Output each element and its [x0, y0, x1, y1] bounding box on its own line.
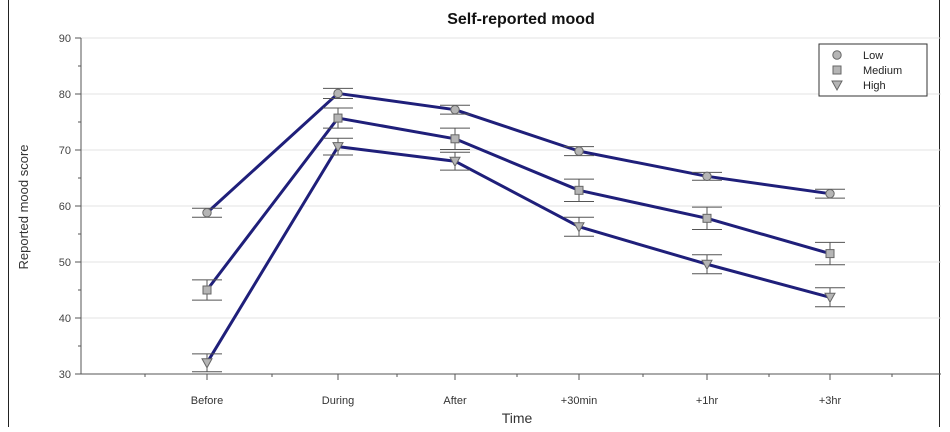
y-tick-label: 30 — [59, 369, 71, 381]
data-point — [203, 209, 211, 217]
chart-frame: Self-reported mood Reported mood score T… — [8, 0, 940, 427]
legend-marker — [833, 51, 841, 59]
data-point — [451, 105, 459, 113]
mood-line-chart: Self-reported mood Reported mood score T… — [9, 0, 941, 427]
legend-label: Medium — [863, 65, 902, 77]
data-point — [575, 147, 583, 155]
x-tick-label: +3hr — [819, 395, 842, 407]
legend-label: High — [863, 80, 886, 92]
data-point — [826, 250, 834, 258]
x-tick-label: Before — [191, 395, 223, 407]
series-line-medium — [207, 118, 830, 290]
y-tick-label: 80 — [59, 89, 71, 101]
series-high — [192, 138, 845, 372]
data-point — [575, 186, 583, 194]
data-point — [334, 89, 342, 97]
data-point — [203, 286, 211, 294]
x-axis-label: Time — [502, 410, 533, 426]
y-tick-label: 90 — [59, 33, 71, 45]
y-tick-label: 40 — [59, 313, 71, 325]
data-point — [451, 135, 459, 143]
y-tick-label: 50 — [59, 257, 71, 269]
data-point — [334, 114, 342, 122]
x-tick-label: +30min — [561, 395, 597, 407]
y-tick-label: 60 — [59, 201, 71, 213]
y-axis-label: Reported mood score — [16, 144, 31, 269]
grid-lines — [81, 38, 941, 318]
legend-marker — [833, 66, 841, 74]
chart-title: Self-reported mood — [447, 11, 595, 28]
x-tick-label: During — [322, 395, 354, 407]
data-point — [202, 359, 212, 368]
series-low — [192, 88, 845, 217]
series-layer — [192, 88, 845, 371]
data-point — [703, 172, 711, 180]
axes: 30 40 50 60 70 80 90 Before During After +30min +1h… — [59, 33, 941, 407]
y-tick-label: 70 — [59, 145, 71, 157]
data-point — [703, 214, 711, 222]
x-tick-label: After — [443, 395, 467, 407]
data-point — [826, 189, 834, 197]
legend: Low Medium High — [819, 44, 927, 96]
x-tick-label: +1hr — [696, 395, 719, 407]
legend-label: Low — [863, 50, 883, 62]
